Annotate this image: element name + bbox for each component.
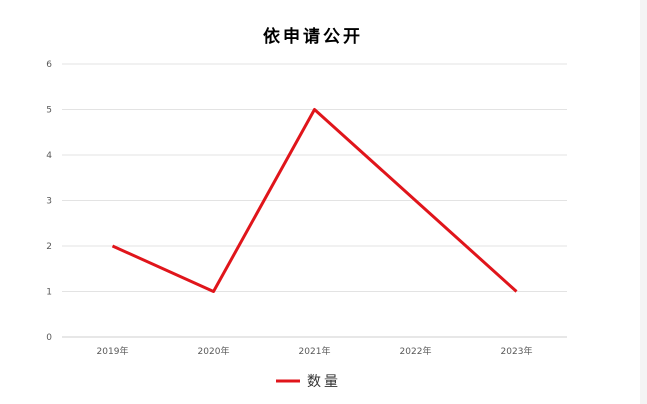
x-tick-label: 2023年: [501, 345, 533, 357]
x-tick-label: 2020年: [198, 345, 230, 357]
y-tick-label: 3: [46, 197, 52, 207]
legend: 数量: [276, 374, 341, 390]
y-tick-label: 4: [46, 151, 52, 161]
x-tick-label: 2021年: [299, 345, 331, 357]
y-tick-label: 0: [46, 333, 52, 343]
chart-title: 依申请公开: [263, 26, 363, 47]
x-tick-label: 2022年: [400, 345, 432, 357]
x-tick-label: 2019年: [97, 345, 129, 357]
legend-label: 数量: [307, 374, 341, 390]
right-edge-strip: [640, 0, 647, 404]
y-tick-label: 5: [46, 106, 52, 116]
y-tick-label: 6: [46, 60, 52, 70]
y-tick-label: 2: [46, 242, 52, 252]
y-tick-label: 1: [46, 288, 52, 298]
